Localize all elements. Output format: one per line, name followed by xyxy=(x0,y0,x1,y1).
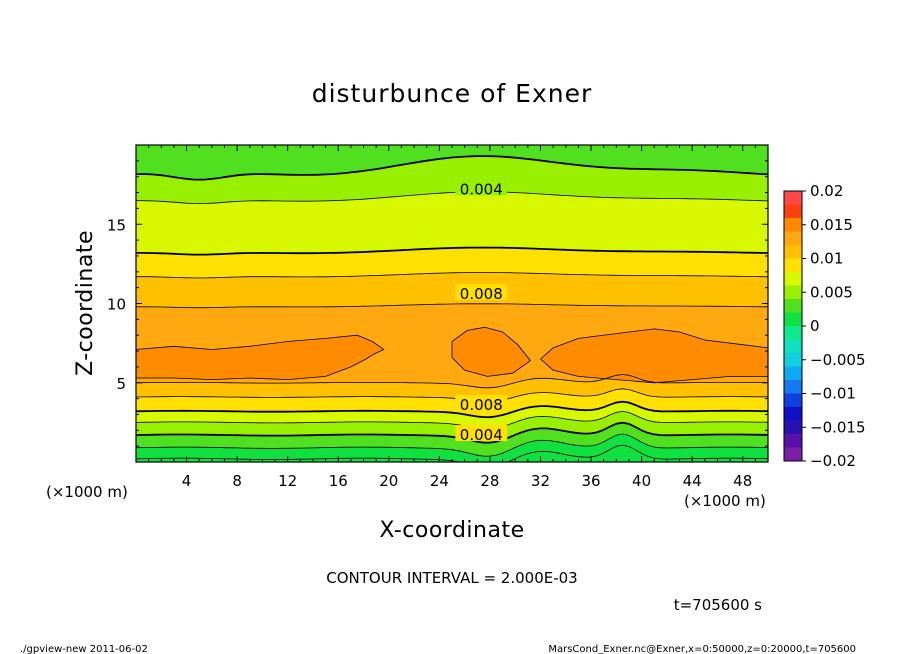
x-tick-label: 4 xyxy=(182,472,192,490)
contour-lines xyxy=(136,155,768,462)
x-tick-label: 24 xyxy=(430,472,449,490)
band-lower-2 xyxy=(136,401,768,430)
colorbar-segment xyxy=(784,407,802,421)
contour-line-upper-4 xyxy=(136,303,768,309)
x-tick-label: 32 xyxy=(531,472,550,490)
x-unit-label: (×1000 m) xyxy=(684,492,766,510)
y-axis-label: Z-coordinate xyxy=(73,230,98,376)
contour-labels: 0.004 0.008 0.008 0.004 xyxy=(455,179,508,444)
colorbar-segment xyxy=(784,312,802,327)
footer-left: ./gpview-new 2011-06-02 xyxy=(20,644,148,654)
colorbar-segment xyxy=(784,353,802,367)
contour-label-bg xyxy=(455,179,508,196)
contour-line-lower-5 xyxy=(136,433,768,457)
colorbar xyxy=(783,190,803,462)
colorbar-label: −0.02 xyxy=(810,452,856,470)
contour-line-lower-1 xyxy=(136,388,768,403)
y-tick-label: 10 xyxy=(107,296,126,314)
chart-title: disturbunce of Exner xyxy=(312,79,593,108)
x-tick-label: 48 xyxy=(733,472,752,490)
x-tick-label: 44 xyxy=(683,472,702,490)
x-tick-label: 36 xyxy=(581,472,600,490)
y-unit-label: (×1000 m) xyxy=(46,483,128,501)
blob-left xyxy=(136,334,385,381)
band-upper-3 xyxy=(136,247,768,278)
colorbar-segment xyxy=(784,191,802,205)
contour-line-lower-3 xyxy=(136,410,768,430)
colorbar-segment xyxy=(784,434,802,448)
colorbar-segment xyxy=(784,447,802,462)
blob-middle xyxy=(451,326,531,377)
colorbar-label: 0.005 xyxy=(810,283,853,301)
x-tick-label: 12 xyxy=(278,472,297,490)
colorbar-label: 0.01 xyxy=(810,250,843,268)
colorbar-segment xyxy=(784,272,802,286)
plot-area xyxy=(136,145,768,462)
contour-label-bg xyxy=(455,394,508,411)
contour-label: 0.004 xyxy=(460,180,503,198)
colorbar-label: 0.02 xyxy=(810,182,843,200)
band-lower-4 xyxy=(136,422,768,457)
contour-line-upper-1 xyxy=(136,191,768,205)
contour-line-upper-3 xyxy=(136,272,768,279)
x-tick-label: 16 xyxy=(329,472,348,490)
colorbar-segment xyxy=(784,420,802,435)
contour-line-lower-4 xyxy=(136,421,768,444)
colorbar-segment xyxy=(784,339,802,354)
x-axis-label: X-coordinate xyxy=(379,518,524,543)
y-axis-ticks: 5 10 15 xyxy=(107,160,768,447)
colorbar-label: 0.015 xyxy=(810,216,853,234)
band-lower-5 xyxy=(136,434,768,462)
x-tick-label: 40 xyxy=(632,472,651,490)
colorbar-segment xyxy=(784,258,802,273)
contour-blobs xyxy=(136,326,768,384)
x-tick-label: 8 xyxy=(232,472,242,490)
colorbar-segment xyxy=(784,393,802,408)
colorbar-segment xyxy=(784,299,802,313)
contour-label: 0.004 xyxy=(460,426,503,444)
contour-line-upper-0 xyxy=(136,155,768,181)
x-tick-label: 28 xyxy=(480,472,499,490)
colorbar-tick-labels: 0.02 0.015 0.01 0.005 0 −0.005 −0.01 −0.015 −0.0… xyxy=(802,182,866,470)
colorbar-label: −0.015 xyxy=(810,418,866,436)
colorbar-segment xyxy=(784,218,802,232)
band-upper-4 xyxy=(136,272,768,308)
colorbar-segment xyxy=(784,326,802,340)
footer-right: MarsCond_Exner.nc@Exner,x=0:50000,z=0:20… xyxy=(548,644,856,654)
colorbar-label: −0.01 xyxy=(810,385,856,403)
x-tick-label: 20 xyxy=(379,472,398,490)
contour-label: 0.008 xyxy=(460,285,503,303)
x-axis-ticks: 4 8 12 16 20 24 28 32 36 40 44 48 xyxy=(148,145,756,490)
colorbar-segment xyxy=(784,231,802,246)
colorbar-segment xyxy=(784,380,802,394)
contour-label-bg xyxy=(455,425,508,442)
colorbar-segment xyxy=(784,245,802,259)
contour-line-lower-2 xyxy=(136,400,768,419)
contour-interval-text: CONTOUR INTERVAL = 2.000E-03 xyxy=(326,569,577,587)
band-bottom xyxy=(136,445,768,462)
colorbar-label: 0 xyxy=(810,317,820,335)
y-tick-label: 5 xyxy=(116,375,126,393)
blob-right xyxy=(539,328,768,384)
colorbar-segment xyxy=(784,366,802,381)
band-upper-0 xyxy=(136,145,768,180)
colorbar-label: −0.005 xyxy=(810,351,866,369)
contour-line-upper-2 xyxy=(136,246,768,256)
time-label: t=705600 s xyxy=(674,596,762,614)
band-lower-0 xyxy=(136,374,768,403)
contour-label: 0.008 xyxy=(460,396,503,414)
y-tick-label: 15 xyxy=(107,216,126,234)
band-lower-1 xyxy=(136,388,768,418)
contour-label-bg xyxy=(455,283,508,300)
colorbar-segment xyxy=(784,285,802,300)
colorbar-segment xyxy=(784,204,802,219)
contour-line-lower-0 xyxy=(136,374,768,389)
band-upper-2 xyxy=(136,191,768,255)
